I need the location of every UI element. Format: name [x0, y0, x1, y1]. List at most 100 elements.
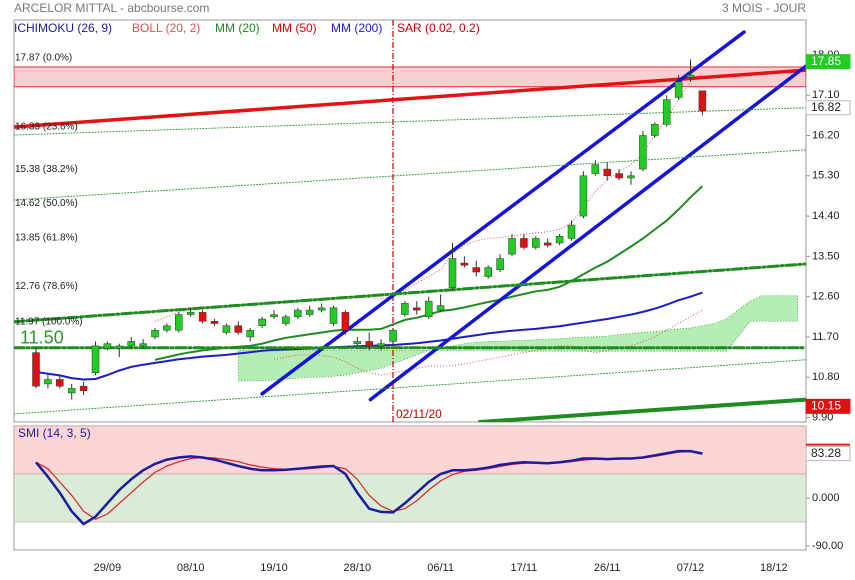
candle-body [32, 352, 40, 387]
candle-body [651, 124, 659, 136]
price-marker [805, 54, 851, 70]
candle-body [389, 329, 397, 342]
x-tick-label: 08/10 [177, 562, 205, 574]
y-tick-label: 12.60 [812, 291, 840, 303]
trendline [260, 30, 746, 396]
smi-plot [35, 449, 703, 526]
price-marker [805, 398, 851, 414]
candle-body [305, 309, 314, 315]
y-tick-label: 13.50 [812, 250, 840, 262]
trendline [14, 149, 806, 201]
legend-label: MM (20) [215, 21, 260, 35]
trendline [14, 68, 806, 129]
smi-marker-label: 83.28 [811, 446, 841, 460]
candle-body [151, 329, 159, 338]
candle-body [698, 90, 707, 112]
sar-date: 02/11/20 [396, 407, 442, 421]
candle-body [472, 267, 481, 273]
trendline [14, 262, 806, 324]
candle-body [175, 314, 183, 331]
fib-label: 12.76 (78.6%) [15, 281, 78, 292]
candle-body [329, 307, 338, 324]
fib-label: 16.33 (23.6%) [15, 121, 78, 132]
candle-body [79, 385, 88, 391]
trendline [477, 397, 806, 422]
ichimoku-cloud [237, 295, 798, 382]
trendline [14, 107, 806, 136]
candle-body [603, 168, 611, 177]
candle-body [496, 258, 504, 271]
x-tick-label: 06/11 [427, 562, 454, 574]
candle-body [353, 341, 362, 344]
candle-body [520, 238, 528, 248]
candle-body [567, 224, 576, 239]
candle-body [67, 388, 76, 394]
candle-body [44, 379, 52, 385]
last-price: 11.50 [20, 328, 64, 348]
candle-body [555, 235, 564, 244]
smi-band [14, 426, 806, 475]
smi-marker [805, 446, 851, 462]
smi-line [35, 449, 703, 526]
candle-body [508, 238, 516, 255]
smi-y-tick-label: -90.00 [812, 540, 843, 552]
candle-body [436, 305, 445, 311]
candle-body [163, 325, 171, 331]
price-marker-label: 10.15 [811, 399, 841, 413]
candle-body [615, 173, 623, 179]
candle-body [246, 329, 254, 338]
candle-body [317, 307, 326, 311]
legend-label: BOLL (20, 2) [132, 21, 200, 35]
candle-body [115, 345, 124, 349]
main-plot [14, 20, 806, 422]
candle-body [484, 267, 492, 277]
fib-label: 11.97 (100.0%) [15, 316, 83, 327]
trendline [14, 359, 806, 415]
x-tick-label: 29/09 [94, 562, 122, 574]
price-marker-label: 16.82 [811, 100, 841, 114]
candle-body [448, 258, 457, 288]
candle-body [674, 81, 683, 98]
candle-body [377, 343, 385, 347]
smi-title: SMI (14, 3, 5) [18, 426, 91, 440]
labels: 29/09 08/10 19/10 28/10 06/11 17/11 26/11 07/12… [14, 21, 851, 574]
price-marker [805, 100, 851, 116]
y-tick-label: 15.30 [812, 170, 840, 182]
period: 3 MOIS - JOUR [722, 1, 806, 15]
fib-label: 15.38 (38.2%) [15, 164, 78, 175]
candle-body [532, 238, 540, 248]
x-tick-label: 28/10 [344, 562, 372, 574]
candle-body [282, 316, 290, 324]
candle-body [258, 318, 266, 327]
candle-body [270, 314, 278, 318]
fib-label: 13.85 (61.8%) [15, 232, 78, 243]
candle-body [662, 99, 671, 125]
candle-body [234, 325, 243, 333]
x-tick-label: 17/11 [511, 562, 538, 574]
price-marker-label: 17.85 [811, 54, 841, 68]
fib-zone [14, 66, 806, 88]
trendline [368, 64, 806, 402]
candle-body [627, 175, 635, 179]
y-tick-label: 9.90 [812, 411, 833, 423]
candle-body [460, 262, 469, 266]
y-tick-label: 16.20 [812, 129, 840, 141]
smi-y-tick-label: 0.000 [812, 492, 840, 504]
x-tick-label: 19/10 [260, 562, 288, 574]
smi-bands [14, 426, 806, 523]
x-tick-label: 26/11 [594, 562, 621, 574]
candle-body [103, 343, 112, 349]
legend-label: SAR (0.02, 0.2) [397, 21, 480, 35]
candle-body [294, 309, 302, 318]
candle-body [579, 175, 588, 217]
x-tick-label: 18/12 [760, 562, 788, 574]
candle-body [401, 303, 409, 315]
y-tick-label: 14.40 [812, 210, 840, 222]
legend-label: MM (200) [331, 21, 382, 35]
legend-label: MM (50) [272, 21, 317, 35]
fib-label: 17.87 (0.0%) [15, 52, 72, 63]
candle-body [413, 307, 421, 311]
candle-body [139, 343, 147, 347]
candle-body [686, 74, 695, 78]
